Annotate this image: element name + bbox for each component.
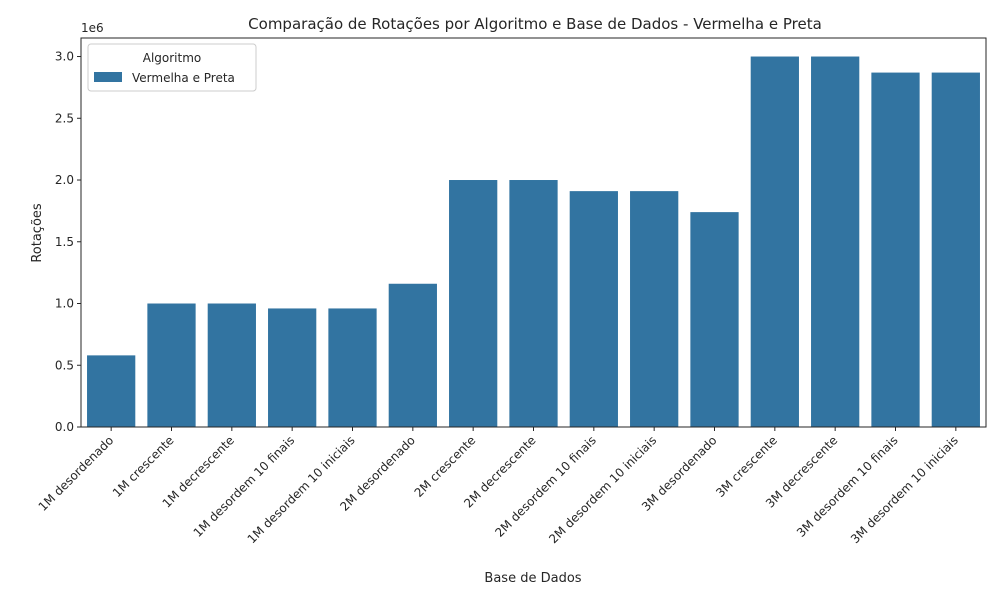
bar: [268, 308, 317, 427]
y-tick-label: 0.5: [55, 358, 74, 372]
bar: [630, 191, 679, 427]
bar: [147, 303, 196, 427]
y-tick-label: 1.0: [55, 297, 74, 311]
x-tick-label: 1M desordem 10 finais: [191, 433, 298, 540]
bars-layer: [87, 56, 980, 428]
x-tick-label: 2M desordem 10 finais: [492, 433, 599, 540]
x-tick-label: 2M crescente: [412, 433, 479, 500]
y-tick-label: 2.0: [55, 173, 74, 187]
bar: [569, 191, 618, 427]
bar: [207, 303, 256, 427]
bar: [811, 56, 860, 428]
bar: [750, 56, 799, 428]
plot-frame: [80, 37, 987, 428]
x-tick-label: 1M crescente: [110, 433, 177, 500]
bar: [87, 355, 136, 427]
bar: [328, 308, 377, 427]
x-tick-label: 3M desordem 10 finais: [794, 433, 901, 540]
x-tick-label: 1M desordenado: [36, 433, 117, 514]
x-tick-label: 1M desordem 10 iniciais: [245, 433, 358, 546]
legend-box: [87, 43, 257, 92]
x-tick-label: 3M crescente: [713, 433, 780, 500]
legend-title: Algoritmo: [143, 51, 202, 65]
x-tick-label: 3M desordem 10 iniciais: [848, 433, 961, 546]
x-tick-label: 2M desordem 10 iniciais: [546, 433, 659, 546]
y-tick-label: 0.0: [55, 420, 74, 434]
legend-swatch: [94, 72, 122, 82]
y-axis-label: Rotações: [30, 203, 45, 263]
y-tick-label: 1.5: [55, 235, 74, 249]
bar: [690, 212, 739, 427]
bar: [388, 283, 437, 427]
legend: Algoritmo Vermelha e Preta: [87, 43, 257, 92]
y-tick-label: 3.0: [55, 50, 74, 64]
bar: [449, 180, 498, 427]
bar: [931, 72, 980, 428]
x-axis-label: Base de Dados: [484, 571, 581, 586]
y-axis: 0.0 0.5 1.0 1.5 2.0 2.5 3.0: [55, 50, 81, 434]
y-tick-label: 2.5: [55, 111, 74, 125]
bar: [871, 72, 920, 428]
bar: [509, 180, 558, 427]
legend-entry-label: Vermelha e Preta: [132, 71, 235, 85]
y-scale-label: 1e6: [81, 21, 104, 35]
chart-title: Comparação de Rotações por Algoritmo e B…: [248, 15, 822, 33]
